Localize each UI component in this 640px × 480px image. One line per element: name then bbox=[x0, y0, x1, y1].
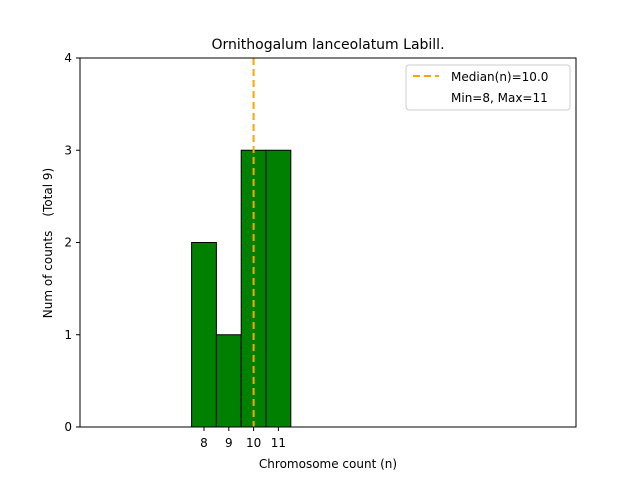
legend-box bbox=[405, 64, 571, 111]
bar-9 bbox=[215, 334, 242, 428]
x-tick-label-9: 9 bbox=[225, 436, 233, 450]
y-tick-label-0: 0 bbox=[64, 420, 72, 434]
x-tick-label-11: 11 bbox=[271, 436, 286, 450]
y-tick-label-4: 4 bbox=[64, 51, 72, 65]
y-tick-label-3: 3 bbox=[64, 143, 72, 157]
legend: Median(n)=10.0 Min=8, Max=11 bbox=[405, 64, 571, 111]
bars-group bbox=[191, 149, 292, 428]
legend-range-label: Min=8, Max=11 bbox=[451, 91, 548, 105]
y-axis-label: Num of counts (Total 9) bbox=[41, 168, 55, 318]
y-tick-label-2: 2 bbox=[64, 236, 72, 250]
x-tick-label-10: 10 bbox=[246, 436, 261, 450]
y-axis-ticks: 0 1 2 3 4 bbox=[64, 51, 80, 434]
y-tick-label-1: 1 bbox=[64, 328, 72, 342]
x-axis-ticks: 8 9 10 11 bbox=[200, 427, 286, 450]
plot-frame bbox=[79, 57, 577, 428]
y-axis-label-main: Num of counts bbox=[41, 231, 55, 319]
bar-8 bbox=[191, 242, 217, 428]
chart-title: Ornithogalum lanceolatum Labill. bbox=[211, 37, 444, 53]
legend-median-label: Median(n)=10.0 bbox=[451, 70, 548, 84]
x-axis-label: Chromosome count (n) bbox=[259, 457, 397, 471]
bar-11 bbox=[265, 149, 292, 428]
y-axis-label-total: (Total 9) bbox=[41, 168, 55, 217]
x-tick-label-8: 8 bbox=[200, 436, 208, 450]
